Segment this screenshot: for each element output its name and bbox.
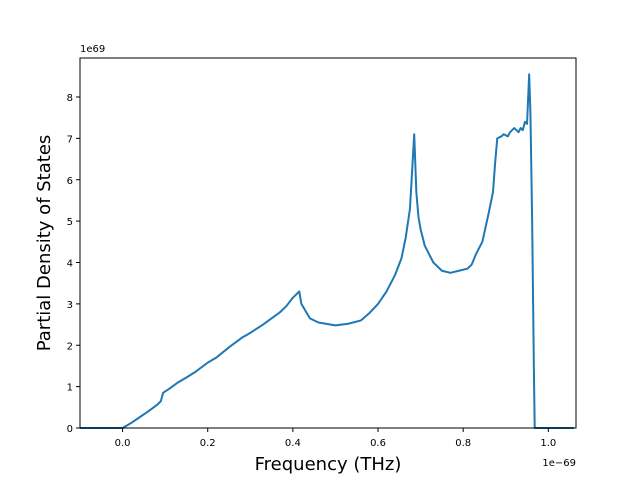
y-tick-label: 5 — [67, 217, 73, 228]
x-tick-label: 0.0 — [115, 438, 131, 449]
x-tick-label: 0.8 — [455, 438, 471, 449]
x-tick-label: 0.4 — [285, 438, 301, 449]
y-tick-label: 2 — [67, 341, 73, 352]
x-tick-label: 1.0 — [540, 438, 556, 449]
series-line-0 — [80, 73, 574, 429]
y-axis: 0 1 2 3 4 5 6 7 8 — [67, 93, 80, 435]
x-tick-label: 0.6 — [370, 438, 386, 449]
y-tick-label: 6 — [67, 176, 73, 187]
x-axis: 0.0 0.2 0.4 0.6 0.8 1.0 — [115, 428, 556, 449]
x-axis-title: Frequency (THz) — [255, 454, 402, 475]
plot-area — [80, 73, 574, 429]
x-offset-label: 1e−69 — [542, 458, 576, 469]
x-tick-label: 0.2 — [200, 438, 216, 449]
y-tick-label: 8 — [67, 93, 73, 104]
y-offset-label: 1e69 — [80, 44, 105, 55]
y-tick-label: 7 — [67, 134, 73, 145]
y-tick-label: 4 — [67, 259, 73, 270]
plot-frame — [79, 57, 577, 429]
y-tick-label: 0 — [67, 424, 73, 435]
y-tick-label: 1 — [67, 383, 73, 394]
y-axis-title: Partial Density of States — [34, 135, 55, 352]
y-tick-label: 3 — [67, 300, 73, 311]
